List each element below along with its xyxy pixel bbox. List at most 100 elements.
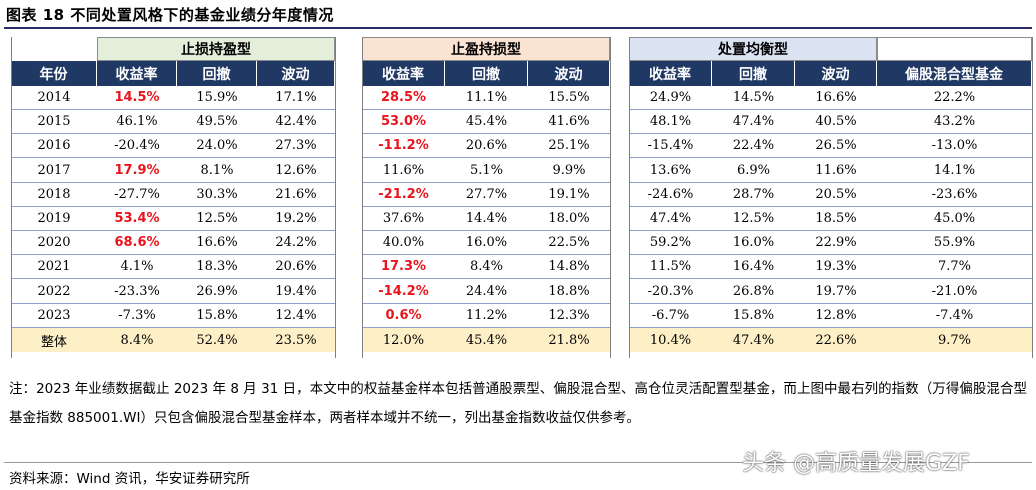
row-year: 2023: [11, 304, 97, 328]
table-cell: 7.7%: [877, 255, 1032, 280]
table-cell: 16.4%: [712, 255, 795, 280]
table-cell: 11.1%: [445, 86, 528, 110]
total-row-cell: 23.5%: [257, 328, 335, 352]
table-cell: 17.1%: [257, 86, 335, 110]
table-cell: 20.6%: [445, 134, 528, 159]
table-cell: 19.2%: [257, 207, 335, 231]
table-cell: 12.8%: [795, 304, 877, 328]
table-cell: 12.5%: [712, 207, 795, 231]
column-header: 收益率: [362, 61, 445, 86]
row-year: 2016: [11, 134, 97, 159]
table-cell: 22.4%: [712, 134, 795, 159]
table-cell: 20.6%: [257, 255, 335, 280]
group-header-balanced: 处置均衡型: [629, 37, 877, 61]
table-cell: 16.0%: [712, 231, 795, 256]
table-cell: 24.9%: [629, 86, 712, 110]
table-cell: 9.9%: [528, 159, 610, 183]
table-cell: 68.6%: [97, 231, 177, 256]
table-cell: 45.4%: [445, 110, 528, 135]
table-cell: 11.2%: [445, 304, 528, 328]
table-cell: -20.4%: [97, 134, 177, 159]
table-cell: 16.0%: [445, 231, 528, 256]
table-cell: 22.2%: [877, 86, 1032, 110]
table-cell: 18.8%: [528, 280, 610, 304]
table-cell: 24.0%: [177, 134, 257, 159]
total-row-label: 整体: [11, 328, 97, 352]
table-cell: -7.3%: [97, 304, 177, 328]
row-year: 2019: [11, 207, 97, 231]
table-cell: 26.8%: [712, 280, 795, 304]
table-cell: 12.4%: [257, 304, 335, 328]
total-row-cell: 22.6%: [795, 328, 877, 352]
table-cell: 14.1%: [877, 159, 1032, 183]
total-row-cell: 9.7%: [877, 328, 1032, 352]
row-year: 2014: [11, 86, 97, 110]
table-cell: -11.2%: [362, 134, 445, 159]
column-header: 波动: [795, 61, 877, 86]
table-cell: 16.6%: [795, 86, 877, 110]
table-cell: -24.6%: [629, 183, 712, 207]
group-header-take-profit: 止盈持损型: [362, 37, 610, 61]
table-cell: 20.5%: [795, 183, 877, 207]
total-row-cell: 45.4%: [445, 328, 528, 352]
column-header: 波动: [257, 61, 335, 86]
table-cell: 55.9%: [877, 231, 1032, 256]
group-separator: [11, 37, 12, 358]
table-cell: 53.0%: [362, 110, 445, 135]
table-cell: 28.5%: [362, 86, 445, 110]
table-cell: 4.1%: [97, 255, 177, 280]
column-header: 回撤: [712, 61, 795, 86]
row-year: 2015: [11, 110, 97, 135]
table-cell: 17.3%: [362, 255, 445, 280]
table-cell: 8.1%: [177, 159, 257, 183]
source-text: 资料来源：Wind 资讯，华安证券研究所: [9, 471, 250, 487]
table-cell: 27.3%: [257, 134, 335, 159]
table-cell: 40.5%: [795, 110, 877, 135]
group-separator: [629, 37, 630, 358]
chart-title: 图表 18 不同处置风格下的基金业绩分年度情况: [6, 6, 334, 24]
table-cell: -13.0%: [877, 134, 1032, 159]
table-cell: -23.3%: [97, 280, 177, 304]
table-cell: 18.3%: [177, 255, 257, 280]
group-separator: [610, 37, 611, 358]
table-cell: 37.6%: [362, 207, 445, 231]
column-header: 回撤: [445, 61, 528, 86]
table-cell: 59.2%: [629, 231, 712, 256]
table-cell: 26.5%: [795, 134, 877, 159]
total-row-cell: 10.4%: [629, 328, 712, 352]
table-cell: 18.5%: [795, 207, 877, 231]
table-cell: 46.1%: [97, 110, 177, 135]
table-cell: 0.6%: [362, 304, 445, 328]
table-cell: 14.5%: [712, 86, 795, 110]
total-row-cell: 47.4%: [712, 328, 795, 352]
table-cell: 42.4%: [257, 110, 335, 135]
table-cell: -6.7%: [629, 304, 712, 328]
table-cell: 21.6%: [257, 183, 335, 207]
table-cell: -7.4%: [877, 304, 1032, 328]
table-cell: 30.3%: [177, 183, 257, 207]
table-cell: 15.8%: [712, 304, 795, 328]
table-cell: 15.8%: [177, 304, 257, 328]
title-divider: [4, 27, 1032, 29]
table-cell: 22.9%: [795, 231, 877, 256]
table-cell: -23.6%: [877, 183, 1032, 207]
table-cell: 5.1%: [445, 159, 528, 183]
table-cell: 14.4%: [445, 207, 528, 231]
table-cell: 40.0%: [362, 231, 445, 256]
table-cell: 19.1%: [528, 183, 610, 207]
row-year: 2018: [11, 183, 97, 207]
table-cell: 25.1%: [528, 134, 610, 159]
table-cell: 14.8%: [528, 255, 610, 280]
table-cell: -21.0%: [877, 280, 1032, 304]
table-cell: 15.5%: [528, 86, 610, 110]
table-cell: 43.2%: [877, 110, 1032, 135]
table-cell: 16.6%: [177, 231, 257, 256]
group-separator: [362, 37, 363, 358]
table-cell: 15.9%: [177, 86, 257, 110]
total-row-cell: 12.0%: [362, 328, 445, 352]
table-cell: 6.9%: [712, 159, 795, 183]
table-cell: 49.5%: [177, 110, 257, 135]
table-cell: 47.4%: [629, 207, 712, 231]
table-cell: 12.6%: [257, 159, 335, 183]
table-cell: 48.1%: [629, 110, 712, 135]
